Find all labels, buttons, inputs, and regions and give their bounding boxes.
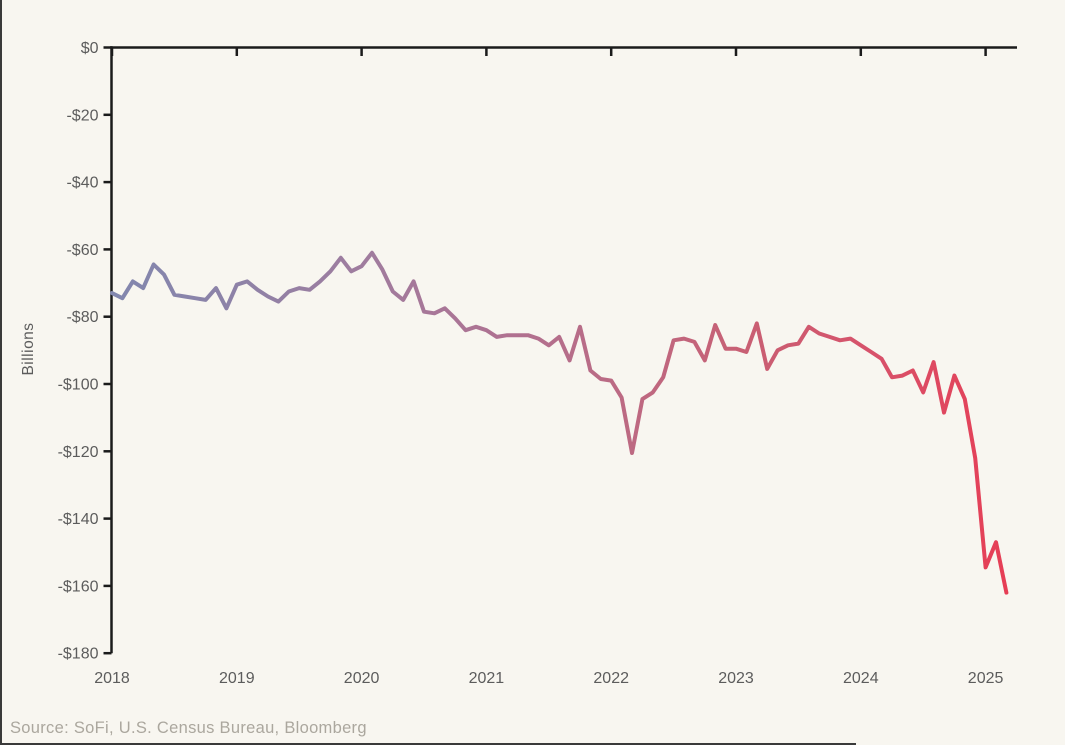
- y-axis-title: Billions: [20, 322, 37, 375]
- x-tick-label: 2025: [968, 670, 1004, 687]
- x-axis-ticks: [110, 47, 987, 56]
- x-tick-label: 2022: [593, 670, 629, 687]
- y-axis-ticks: [103, 46, 112, 655]
- x-tick-label: 2018: [94, 670, 130, 687]
- y-axis-tick-labels: $0 -$20 -$40 -$60 -$80 -$100 -$120 -$140 -$160 -$…: [58, 40, 99, 663]
- x-tick-label: 2021: [469, 670, 505, 687]
- x-tick-label: 2019: [219, 670, 255, 687]
- window-edge-left: [0, 0, 2, 745]
- y-tick-label: -$100: [58, 377, 99, 394]
- y-tick-label: -$60: [66, 242, 98, 259]
- x-tick-label: 2024: [843, 670, 879, 687]
- y-tick-label: $0: [81, 40, 99, 57]
- source-note: Source: SoFi, U.S. Census Bureau, Bloomb…: [10, 719, 367, 737]
- trade-balance-line: [110, 250, 1009, 595]
- y-tick-label: -$180: [58, 646, 99, 663]
- y-tick-label: -$20: [66, 107, 98, 124]
- x-tick-label: 2023: [718, 670, 754, 687]
- y-tick-label: -$140: [58, 511, 99, 528]
- y-tick-label: -$160: [58, 578, 99, 595]
- axis-spines: [110, 46, 1017, 654]
- x-axis-tick-labels: 2018 2019 2020 2021 2022 2023 2024 2025: [94, 670, 1003, 687]
- x-tick-label: 2020: [344, 670, 380, 687]
- y-tick-label: -$40: [66, 175, 98, 192]
- y-tick-label: -$120: [58, 444, 99, 461]
- y-tick-label: -$80: [66, 309, 98, 326]
- window-edge-bottom: [0, 743, 856, 745]
